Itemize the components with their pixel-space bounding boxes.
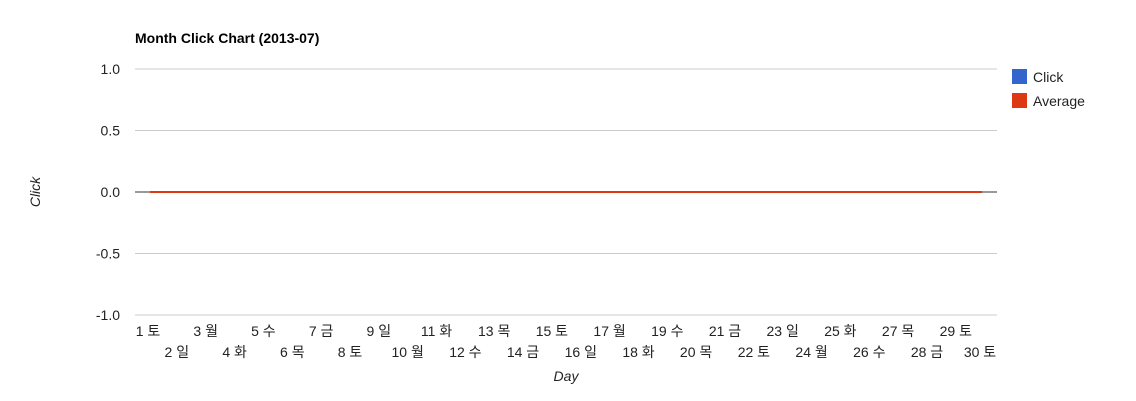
- x-axis-label: Day: [554, 368, 580, 384]
- x-tick-labels: 1 토2 일3 월4 화5 수6 목7 금8 토9 일10 월 11 화 12 수 1…: [136, 323, 997, 360]
- legend-swatch-average: [1012, 93, 1027, 108]
- y-tick-label: 0.0: [101, 184, 121, 200]
- legend-label-average: Average: [1033, 93, 1085, 109]
- y-axis-label: Click: [27, 176, 43, 207]
- x-tick-label: 6 목: [280, 344, 305, 360]
- x-tick-label: 29 토: [940, 323, 972, 339]
- x-tick-label: 27 목: [882, 323, 914, 339]
- legend-label-click: Click: [1033, 69, 1064, 85]
- x-tick-label: 25 화: [824, 323, 856, 339]
- x-tick-label: 17 월: [593, 323, 625, 339]
- x-tick-label: 30 토: [964, 344, 996, 360]
- x-tick-label: 18 화: [622, 344, 654, 360]
- x-tick-label: 7 금: [309, 323, 334, 339]
- x-tick-label: 20 목: [680, 344, 712, 360]
- x-tick-label: 23 일: [767, 323, 799, 339]
- y-tick-label: -1.0: [96, 307, 120, 323]
- x-tick-label: 5 수: [251, 323, 276, 339]
- y-tick-label: 1.0: [101, 61, 121, 77]
- x-tick-label: 28 금: [911, 344, 943, 360]
- x-tick-label: 12 수: [449, 344, 481, 360]
- x-tick-label: 15 토: [536, 323, 568, 339]
- x-tick-label: 10 월: [392, 344, 424, 360]
- x-tick-label: 11 화: [421, 323, 452, 339]
- x-tick-label: 22 토: [738, 344, 770, 360]
- y-tick-label: 0.5: [101, 123, 121, 139]
- x-tick-label: 26 수: [853, 344, 885, 360]
- x-tick-label: 24 월: [795, 344, 827, 360]
- x-tick-label: 16 일: [565, 344, 597, 360]
- chart-title: Month Click Chart (2013-07): [135, 30, 319, 46]
- x-tick-label: 1 토: [136, 323, 161, 339]
- x-tick-label: 14 금: [507, 344, 539, 360]
- legend: Click Average: [1012, 69, 1085, 109]
- x-tick-label: 21 금: [709, 323, 741, 339]
- x-tick-label: 3 월: [193, 323, 218, 339]
- x-tick-label: 19 수: [651, 323, 683, 339]
- y-tick-labels: 1.0 0.5 0.0 -0.5 -1.0: [96, 61, 120, 323]
- x-tick-label: 8 토: [338, 344, 363, 360]
- x-tick-label: 2 일: [165, 344, 190, 360]
- x-tick-label: 9 일: [367, 323, 392, 339]
- y-tick-label: -0.5: [96, 246, 120, 262]
- x-tick-label: 13 목: [478, 323, 510, 339]
- x-tick-label: 4 화: [222, 344, 247, 360]
- legend-swatch-click: [1012, 69, 1027, 84]
